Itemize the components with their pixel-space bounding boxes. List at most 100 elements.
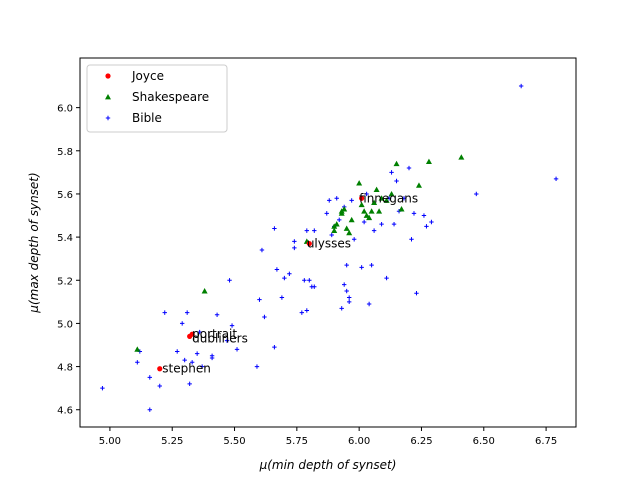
bible-point	[147, 407, 152, 412]
bible-point	[274, 267, 280, 272]
bible-point	[429, 219, 434, 225]
bible-point	[421, 213, 427, 218]
legend-marker-bible	[105, 115, 111, 121]
x-tick-label: 6.25	[410, 436, 432, 447]
bible-point	[346, 295, 352, 300]
shakespeare-point	[348, 216, 355, 223]
bible-point	[194, 351, 200, 356]
bible-point	[292, 239, 297, 244]
bible-point	[312, 228, 317, 233]
shakespeare-point	[383, 197, 390, 203]
joyce-point	[359, 195, 365, 201]
shakespeare-point	[331, 227, 338, 234]
annotation-ulysses: ulysses	[307, 237, 351, 251]
bible-point	[324, 211, 329, 216]
shakespeare-point	[376, 208, 383, 214]
shakespeare-point	[373, 186, 380, 193]
x-tick-label: 6.50	[473, 436, 495, 447]
bible-point	[344, 262, 349, 268]
bible-point	[401, 196, 407, 201]
x-tick-label: 5.75	[286, 436, 308, 447]
annotation-dubliners: dubliners	[192, 332, 248, 346]
shakespeare-point	[393, 160, 400, 167]
y-tick-label: 5.8	[57, 147, 73, 158]
legend-label-shakespeare: Shakespeare	[132, 90, 209, 104]
bible-point	[474, 191, 479, 197]
y-tick-label: 5.6	[57, 190, 73, 201]
x-tick-label: 6.00	[348, 436, 370, 447]
bible-point	[329, 232, 334, 238]
y-tick-label: 5.4	[57, 233, 73, 244]
bible-point	[307, 278, 312, 283]
bible-point	[234, 347, 240, 352]
bible-point	[391, 221, 397, 227]
bible-point	[369, 262, 374, 268]
bible-point	[406, 165, 412, 171]
bible-point	[262, 314, 267, 320]
y-tick-label: 6.0	[57, 104, 73, 115]
bible-point	[199, 364, 205, 369]
bible-point	[409, 237, 414, 242]
bible-point	[157, 383, 162, 389]
legend-label-joyce: Joyce	[131, 69, 164, 83]
shakespeare-point	[398, 206, 405, 212]
y-axis: 4.6 4.8 5.0 5.2 5.4 5.6 5.8 6.0	[57, 104, 80, 417]
bible-point	[214, 312, 220, 317]
bible-point	[389, 170, 394, 175]
joyce-point	[306, 240, 312, 247]
bible-point	[371, 228, 377, 233]
bible-point	[359, 265, 364, 270]
bible-point	[342, 282, 347, 287]
bible-point	[272, 344, 277, 350]
annotation-finnegans: finnegans	[359, 191, 418, 205]
bible-point	[254, 364, 260, 369]
y-tick-label: 5.2	[57, 276, 73, 287]
bible-point	[272, 226, 277, 231]
shakespeare-point	[333, 221, 340, 227]
joyce-point	[189, 331, 195, 337]
shakespeare-point	[368, 208, 375, 214]
bible-point	[351, 237, 357, 242]
bible-point	[379, 221, 384, 227]
shakespeare-point	[415, 182, 422, 188]
legend: Joyce Shakespeare Bible	[86, 64, 228, 133]
shakespeare-point	[458, 154, 465, 160]
bible-point	[175, 349, 180, 354]
bible-point	[302, 278, 307, 283]
shakespeare-point	[343, 225, 350, 231]
plot-frame	[79, 57, 577, 428]
shakespeare-point	[425, 158, 432, 164]
bible-point	[304, 308, 310, 313]
shakespeare-point	[134, 346, 141, 352]
bible-point	[386, 196, 392, 201]
legend-marker-shakespeare	[105, 94, 111, 100]
shakespeare-point	[366, 214, 373, 221]
bible-point	[414, 291, 419, 296]
x-axis-label: μ(min depth of synset)	[259, 458, 397, 472]
bible-point	[384, 275, 389, 281]
bible-point	[292, 245, 297, 251]
joyce-point	[157, 366, 163, 372]
legend-marker-joyce	[105, 73, 111, 79]
bible-point	[229, 323, 235, 328]
legend-box	[86, 64, 228, 133]
bible-point	[162, 310, 167, 315]
bible-point	[187, 381, 192, 387]
bible-point	[344, 288, 349, 294]
bible-point	[299, 310, 305, 315]
bible-point	[553, 176, 559, 182]
y-tick-label: 5.0	[57, 319, 73, 330]
bible-point	[257, 297, 262, 302]
bible-point	[259, 247, 265, 253]
bible-point	[349, 198, 354, 203]
bible-point	[361, 219, 367, 225]
shakespeare-point	[388, 190, 395, 197]
bible-point	[411, 211, 417, 216]
legend-label-bible: Bible	[132, 111, 162, 125]
x-axis: 5.00 5.25 5.50 5.75 6.00 6.25 6.50 6.75	[99, 427, 557, 447]
bible-point	[366, 301, 372, 307]
x-tick-label: 5.25	[161, 436, 183, 447]
bible-point	[282, 275, 287, 281]
bible-point	[209, 353, 215, 358]
